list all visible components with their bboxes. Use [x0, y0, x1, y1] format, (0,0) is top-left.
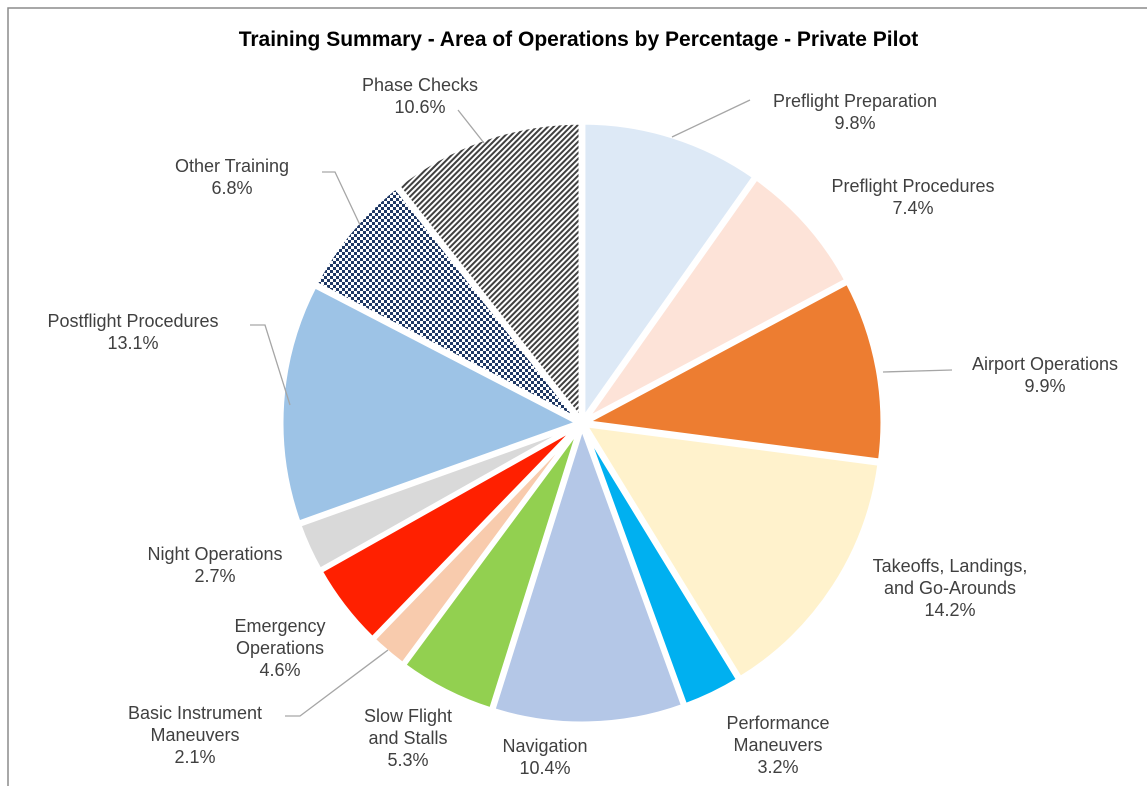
leader-line: [457, 109, 485, 144]
value-label: 9.9%: [1024, 376, 1066, 396]
value-label: 2.1%: [174, 747, 216, 767]
leader-line: [285, 649, 389, 717]
data-label: Night Operations 2.7%: [85, 543, 345, 587]
value-label: 6.8%: [211, 178, 253, 198]
data-label: Other Training 6.8%: [102, 155, 362, 199]
chart-title: Training Summary - Area of Operations by…: [238, 28, 919, 51]
leader-line: [671, 99, 751, 138]
data-label: Takeoffs, Landings, and Go-Arounds 14.2%: [858, 555, 1043, 621]
pie-slice: [312, 184, 583, 424]
value-label: 10.4%: [519, 758, 571, 778]
category-label: Night Operations: [147, 544, 283, 564]
data-label: Performance Maneuvers 3.2%: [703, 712, 853, 778]
value-label: 13.1%: [107, 333, 159, 353]
leader-line: [250, 324, 291, 406]
data-label: Postflight Procedures 13.1%: [3, 310, 263, 354]
value-label: 5.3%: [387, 750, 429, 770]
category-label: Navigation: [502, 736, 588, 756]
category-label: Postflight Procedures: [47, 311, 219, 331]
category-label: Slow Flight and Stalls: [363, 706, 453, 748]
data-label: Preflight Preparation 9.8%: [725, 90, 985, 134]
data-label: Navigation 10.4%: [445, 735, 645, 779]
data-label: Slow Flight and Stalls 5.3%: [351, 705, 466, 771]
data-label: Emergency Operations 4.6%: [220, 615, 340, 681]
data-label: Preflight Procedures 7.4%: [783, 175, 1043, 219]
category-label: Preflight Preparation: [772, 91, 938, 111]
value-label: 14.2%: [924, 600, 976, 620]
data-label: Airport Operations 9.9%: [915, 353, 1147, 397]
value-label: 2.7%: [194, 566, 236, 586]
value-label: 10.6%: [394, 97, 446, 117]
value-label: 7.4%: [892, 198, 934, 218]
value-label: 4.6%: [259, 660, 301, 680]
category-label: Airport Operations: [971, 354, 1119, 374]
category-label: Other Training: [174, 156, 290, 176]
category-label: Performance Maneuvers: [726, 713, 830, 755]
category-label: Takeoffs, Landings, and Go-Arounds: [872, 556, 1028, 598]
pie-slice: [278, 283, 582, 526]
pie-slice: [582, 422, 883, 682]
chart-border: [7, 7, 1147, 786]
category-label: Emergency Operations: [234, 616, 326, 658]
pie-slice: [582, 279, 886, 464]
category-label: Basic Instrument Maneuvers: [127, 703, 263, 745]
pie-slice: [394, 119, 584, 423]
leader-line: [882, 369, 953, 373]
category-label: Preflight Procedures: [831, 176, 995, 196]
pie-slice: [490, 423, 687, 727]
pie-slice: [581, 175, 850, 424]
category-label: Phase Checks: [361, 75, 479, 95]
data-label: Phase Checks 10.6%: [290, 74, 550, 118]
value-label: 3.2%: [757, 757, 799, 777]
data-label: Basic Instrument Maneuvers 2.1%: [120, 702, 270, 768]
leader-line: [322, 171, 361, 226]
value-label: 9.8%: [834, 113, 876, 133]
